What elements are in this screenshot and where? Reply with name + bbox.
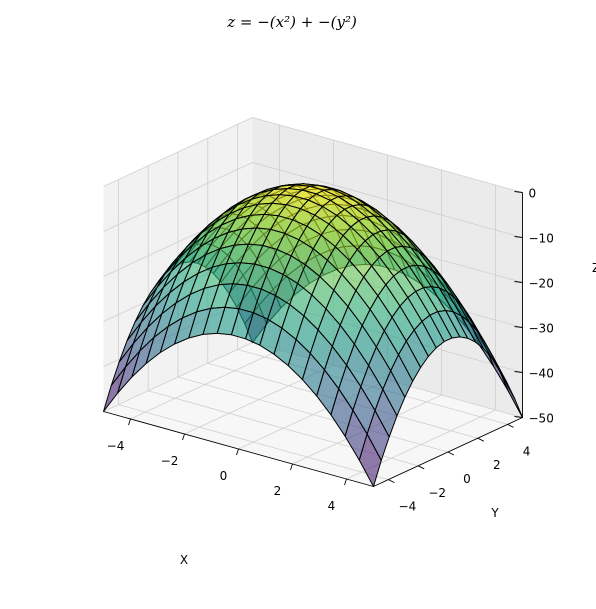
z-tick-label: −30 [529,322,554,336]
z-axis-label: Z [592,261,596,275]
grid-line [103,117,253,187]
grid-line [118,404,389,480]
z-tick-label: −20 [529,277,554,291]
grid-line [177,376,449,453]
y-tick-label: 0 [463,472,471,486]
z-tick [514,191,523,193]
surface-face [358,433,382,487]
grid-line [252,162,523,238]
z-tick-label: −50 [529,412,554,426]
x-tick-label: −2 [161,454,179,468]
x-tick-label: 0 [220,469,228,483]
z-tick-label: −10 [529,232,554,246]
grid-line [103,342,253,412]
x-tick [236,448,239,456]
surface-plot [103,183,523,487]
x-tick-label: 4 [328,499,336,513]
x-tick [344,478,347,486]
x-tick [128,418,131,426]
y-axis-label: Y [490,506,499,520]
x-axis-label: X [180,553,188,567]
y-tick [507,423,514,428]
grid-line [103,162,253,232]
x-tick [290,463,293,471]
x-tick-label: −4 [107,439,125,453]
y-tick [388,479,395,484]
y-tick [447,451,455,456]
z-tick [514,326,523,328]
z-tick [514,281,523,283]
z-tick [514,371,523,373]
x-tick-label: 2 [274,484,282,498]
y-tick-label: 2 [493,458,501,472]
y-tick-label: −2 [428,486,446,500]
y-tick-label: −4 [399,500,417,514]
z-tick-label: −40 [529,367,554,381]
z-tick [514,416,523,418]
y-tick [477,437,485,442]
x-tick [182,433,185,441]
z-tick-label: 0 [529,187,537,201]
z-tick [514,236,523,238]
axis-lines [103,191,523,487]
chart-title: z = −(x²) + −(y²) [226,13,357,31]
grid-line [252,117,523,193]
y-tick [417,465,425,470]
y-tick-label: 4 [523,444,531,458]
